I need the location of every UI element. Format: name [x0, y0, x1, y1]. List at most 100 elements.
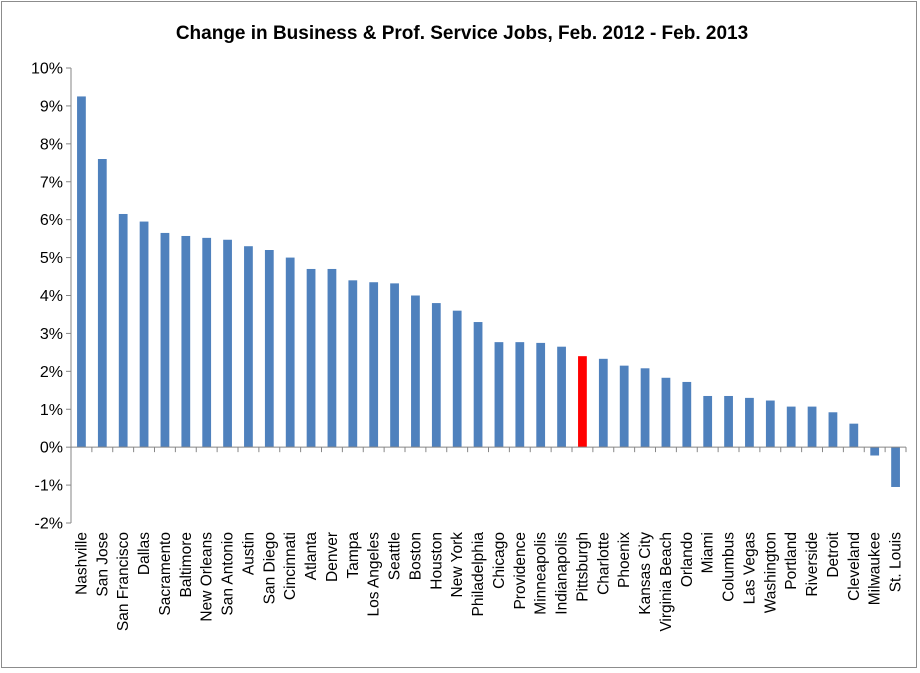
bar-baltimore	[181, 235, 191, 448]
y-tick-label: -2%	[35, 516, 63, 533]
x-tick-label: Milwaukee	[867, 532, 884, 605]
x-tick-label: Tampa	[345, 532, 362, 579]
bar-indianapolis	[557, 346, 566, 448]
x-tick-label: Los Angeles	[366, 532, 383, 617]
x-tick-label: Pittsburgh	[574, 532, 591, 602]
y-tick-label: 2%	[40, 364, 63, 381]
bar-new-orleans	[202, 237, 212, 448]
y-tick-label: 9%	[40, 98, 63, 115]
bar-chicago	[494, 342, 504, 448]
bar-denver	[327, 268, 337, 448]
x-tick-label: Austin	[240, 532, 257, 575]
bar-pittsburgh	[578, 356, 587, 448]
x-tick-label: Seattle	[387, 532, 404, 580]
bars	[77, 96, 900, 487]
x-tick-label: Columbus	[721, 532, 738, 602]
bar-columbus	[724, 395, 733, 448]
x-tick-label: Detroit	[825, 531, 842, 577]
bar-milwaukee	[870, 447, 880, 456]
x-tick-label: Houston	[428, 532, 445, 590]
bar-san-francisco	[118, 213, 128, 448]
y-tick-label: 7%	[40, 174, 63, 191]
x-tick-label: Miami	[700, 532, 717, 573]
x-tick-label: Kansas City	[637, 532, 654, 615]
x-tick-label: Philadelphia	[470, 532, 487, 617]
bar-philadelphia	[473, 322, 483, 448]
x-tick-label: San Antonio	[220, 532, 237, 616]
bar-detroit	[828, 412, 838, 448]
x-tick-label: Orlando	[679, 532, 696, 587]
bar-riverside	[807, 406, 817, 448]
y-tick-label: 3%	[40, 326, 63, 343]
bar-kansas-city	[640, 368, 650, 448]
x-tick-label: Virginia Beach	[658, 532, 675, 632]
bar-charlotte	[598, 358, 608, 448]
bar-houston	[431, 303, 441, 448]
x-tick-label: Las Vegas	[741, 532, 758, 605]
y-tick-label: 6%	[40, 212, 63, 229]
category-labels: Nashville San Jose San Francisco Dallas Sacr…	[73, 531, 904, 631]
x-tick-label: Portland	[783, 532, 800, 590]
x-tick-label: San Diego	[261, 532, 278, 604]
bar-atlanta	[306, 268, 316, 448]
y-tick-label: 4%	[40, 288, 63, 305]
bar-san-jose	[97, 159, 107, 448]
x-tick-label: San Jose	[94, 532, 111, 597]
bar-san-diego	[264, 250, 274, 448]
bar-seattle	[390, 283, 399, 448]
x-tick-label: Riverside	[804, 532, 821, 597]
x-tick-label: Washington	[762, 532, 779, 613]
bar-providence	[515, 342, 525, 448]
bar-miami	[703, 395, 713, 448]
bar-st-louis	[891, 447, 900, 487]
bar-los-angeles	[369, 282, 379, 448]
y-tick-label: 10%	[31, 61, 63, 78]
x-tick-label: Phoenix	[616, 532, 633, 588]
x-tick-label: Nashville	[73, 532, 90, 595]
x-tick-label: New Orleans	[199, 532, 216, 622]
x-tick-label: Charlotte	[595, 532, 612, 595]
bar-cleveland	[849, 423, 859, 448]
y-tick-label: 0%	[40, 440, 63, 457]
y-tick-label: 1%	[40, 402, 63, 419]
bar-washington	[765, 400, 775, 448]
bar-las-vegas	[745, 397, 754, 448]
bar-minneapolis	[536, 342, 546, 448]
bar-boston	[411, 295, 420, 448]
x-tick-label: Atlanta	[303, 532, 320, 581]
x-tick-label: Dallas	[136, 532, 153, 575]
x-tick-label: Cleveland	[846, 532, 863, 601]
bar-austin	[244, 246, 253, 448]
bar-cincinnati	[285, 257, 295, 448]
bar-orlando	[682, 381, 692, 448]
bar-tampa	[348, 280, 358, 448]
x-tick-label: Denver	[324, 532, 341, 582]
y-tick-label: 5%	[40, 250, 63, 267]
y-tick-label: -1%	[35, 478, 63, 495]
bar-san-antonio	[223, 239, 232, 448]
y-axis: -2% -1% 0% 1% 2% 3% 4% 5% 6% 7% 8% 9% 10%	[31, 61, 72, 533]
bar-new-york	[452, 310, 462, 448]
bar-nashville	[77, 96, 86, 448]
x-tick-label: San Francisco	[115, 532, 132, 631]
bar-portland	[786, 406, 796, 448]
x-tick-label: Cincinnati	[282, 532, 299, 600]
x-tick-label: Minneapolis	[533, 532, 550, 615]
x-tick-label: Sacramento	[157, 532, 174, 616]
chart-title: Change in Business & Prof. Service Jobs,…	[176, 23, 748, 44]
x-tick-label: Boston	[407, 532, 424, 580]
bar-phoenix	[619, 365, 629, 448]
x-tick-label: Baltimore	[178, 532, 195, 597]
x-tick-label: Indianapolis	[554, 532, 571, 615]
bar-sacramento	[160, 232, 170, 448]
bar-dallas	[139, 221, 149, 448]
y-tick-label: 8%	[40, 136, 63, 153]
x-axis	[70, 446, 907, 453]
x-tick-label: Providence	[512, 532, 529, 610]
x-tick-label: New York	[449, 532, 466, 598]
x-tick-label: St. Louis	[888, 532, 905, 593]
bar-virginia-beach	[661, 377, 671, 448]
x-tick-label: Chicago	[491, 532, 508, 589]
